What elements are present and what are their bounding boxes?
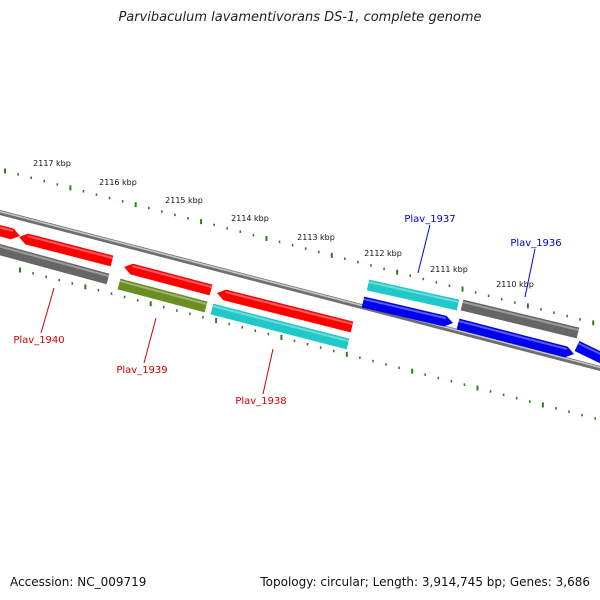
gene-red-upper-1-body: [19, 233, 114, 267]
gene-cyan-upper-body: [366, 279, 460, 311]
gene-red-upper-2: [124, 263, 213, 296]
gene-blue-edge: [574, 341, 600, 364]
gene-label-leader: [262, 348, 274, 395]
gene-red-edge: [0, 224, 20, 240]
kbp-label: 2113 kbp: [297, 233, 335, 242]
topology-summary: Topology: circular; Length: 3,914,745 bp…: [260, 575, 590, 589]
gene-label-leader: [417, 224, 431, 274]
gene-red-upper-3-body: [217, 289, 354, 333]
gene-cyan-upper: [366, 279, 460, 311]
backbone-line: [0, 210, 600, 371]
gene-blue-lower-1-highlight: [363, 298, 447, 320]
gene-label-leader: [40, 287, 55, 334]
gene-cyan-lower-highlight: [212, 305, 350, 343]
gene-features: [0, 224, 600, 364]
gene-cyan-upper-highlight: [368, 281, 459, 304]
gene-gray-upper-highlight: [462, 301, 579, 332]
outer-tick-ruler: [4, 168, 595, 326]
gene-label: Plav_1937: [404, 214, 455, 225]
gene-gray-upper: [460, 299, 580, 339]
kbp-label: 2115 kbp: [165, 196, 203, 205]
gene-blue-lower-2: [456, 318, 574, 358]
kbp-label: 2117 kbp: [33, 159, 71, 168]
gene-red-upper-3: [217, 289, 354, 333]
gene-gray-lower-body: [0, 244, 110, 285]
gene-red-upper-2-body: [124, 263, 213, 296]
gene-blue-edge-highlight: [577, 342, 600, 355]
gene-label-leader: [143, 317, 157, 364]
gene-blue-lower-1-body: [361, 296, 453, 327]
kbp-label: 2114 kbp: [231, 214, 269, 223]
kbp-label: 2116 kbp: [99, 178, 137, 187]
kbp-labels: 2117 kbp 2116 kbp 2115 kbp 2114 kbp 2113 kbp…: [33, 159, 534, 289]
gene-blue-lower-2-body: [456, 318, 574, 358]
gene-label-leader: [524, 248, 536, 298]
genome-title: Parvibaculum lavamentivorans DS-1, compl…: [118, 10, 482, 25]
kbp-label: 2112 kbp: [364, 249, 402, 258]
gene-red-upper-1: [19, 233, 114, 267]
gene-labels: Plav_1940 Plav_1939 Plav_1938 Plav_1937 Plav…: [13, 214, 561, 407]
gene-olive-lower: [117, 278, 208, 313]
gene-red-upper-2-highlight: [132, 265, 213, 289]
genome-backbone: [0, 210, 600, 371]
gene-blue-lower-1: [361, 296, 453, 327]
gene-red-upper-3-highlight: [225, 291, 353, 326]
gene-red-edge-highlight: [0, 226, 14, 232]
gene-olive-lower-highlight: [119, 280, 208, 306]
gene-label: Plav_1936: [510, 238, 561, 249]
gene-cyan-lower-body: [210, 303, 350, 350]
kbp-label: 2111 kbp: [430, 265, 468, 274]
gene-red-upper-1-highlight: [27, 235, 114, 260]
accession-text: Accession: NC_009719: [10, 575, 147, 589]
inner-tick-ruler: [19, 267, 596, 420]
gene-blue-lower-2-highlight: [458, 320, 568, 351]
backbone-highlight: [0, 210, 600, 369]
kbp-label: 2110 kbp: [496, 280, 534, 289]
gene-blue-edge-body: [574, 341, 600, 364]
gene-label: Plav_1939: [116, 365, 167, 376]
gene-olive-lower-body: [117, 278, 208, 313]
gene-gray-upper-body: [460, 299, 580, 339]
gene-cyan-lower: [210, 303, 350, 350]
gene-gray-lower: [0, 244, 110, 285]
gene-red-edge-body: [0, 224, 20, 240]
gene-gray-lower-highlight: [0, 245, 110, 278]
gene-label: Plav_1940: [13, 335, 64, 346]
gene-label: Plav_1938: [235, 396, 286, 407]
